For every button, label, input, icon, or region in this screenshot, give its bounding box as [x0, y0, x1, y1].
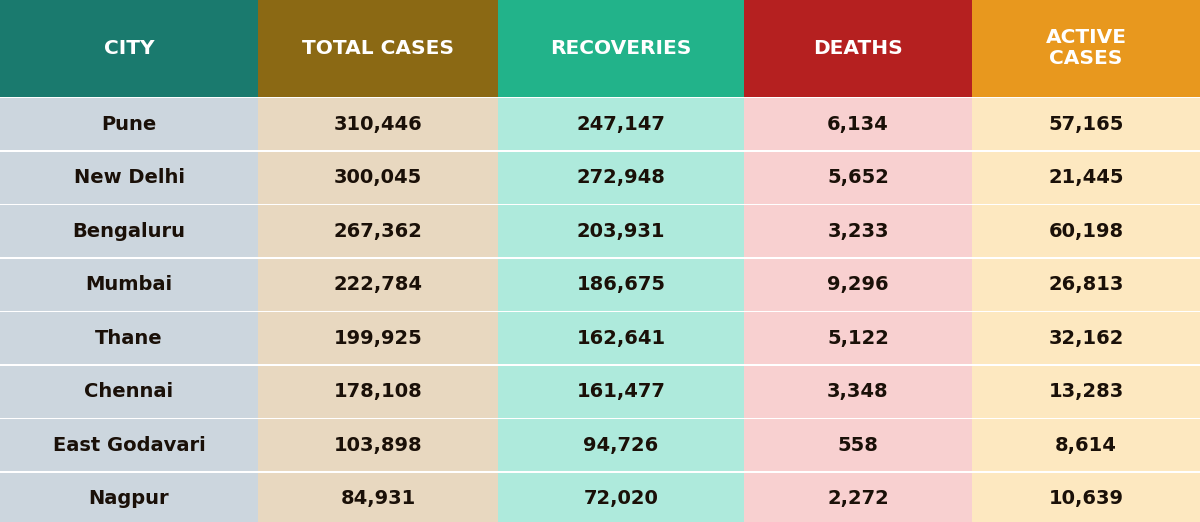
- Bar: [744, 152, 972, 204]
- Text: RECOVERIES: RECOVERIES: [551, 39, 691, 58]
- Bar: [972, 259, 1200, 311]
- Bar: [744, 205, 972, 257]
- Bar: [498, 366, 744, 418]
- Text: 300,045: 300,045: [334, 168, 422, 187]
- Bar: [258, 0, 498, 97]
- Text: 8,614: 8,614: [1055, 436, 1117, 455]
- Bar: [498, 0, 744, 97]
- Bar: [972, 152, 1200, 204]
- Text: 5,652: 5,652: [827, 168, 889, 187]
- Text: 199,925: 199,925: [334, 329, 422, 348]
- Bar: [258, 259, 498, 311]
- Bar: [744, 0, 972, 97]
- Bar: [498, 312, 744, 364]
- Text: TOTAL CASES: TOTAL CASES: [302, 39, 454, 58]
- Bar: [744, 419, 972, 471]
- Text: New Delhi: New Delhi: [73, 168, 185, 187]
- Bar: [258, 473, 498, 522]
- Text: Mumbai: Mumbai: [85, 275, 173, 294]
- Bar: [0, 473, 258, 522]
- Text: 186,675: 186,675: [576, 275, 666, 294]
- Text: 6,134: 6,134: [827, 115, 889, 134]
- Text: 203,931: 203,931: [577, 222, 665, 241]
- Bar: [744, 366, 972, 418]
- Bar: [258, 366, 498, 418]
- Bar: [498, 259, 744, 311]
- Bar: [258, 312, 498, 364]
- Text: ACTIVE
CASES: ACTIVE CASES: [1045, 28, 1127, 68]
- Text: East Godavari: East Godavari: [53, 436, 205, 455]
- Bar: [258, 205, 498, 257]
- Text: 310,446: 310,446: [334, 115, 422, 134]
- Bar: [972, 205, 1200, 257]
- Text: 5,122: 5,122: [827, 329, 889, 348]
- Text: 3,348: 3,348: [827, 382, 889, 401]
- Bar: [498, 205, 744, 257]
- Text: 60,198: 60,198: [1049, 222, 1123, 241]
- Bar: [972, 419, 1200, 471]
- Text: CITY: CITY: [103, 39, 155, 58]
- Bar: [258, 98, 498, 150]
- Text: Thane: Thane: [95, 329, 163, 348]
- Text: Chennai: Chennai: [84, 382, 174, 401]
- Text: 9,296: 9,296: [827, 275, 889, 294]
- Bar: [0, 0, 258, 97]
- Bar: [744, 312, 972, 364]
- Bar: [0, 205, 258, 257]
- Text: Bengaluru: Bengaluru: [72, 222, 186, 241]
- Bar: [498, 419, 744, 471]
- Text: 161,477: 161,477: [576, 382, 666, 401]
- Bar: [498, 152, 744, 204]
- Text: 558: 558: [838, 436, 878, 455]
- Text: 32,162: 32,162: [1049, 329, 1123, 348]
- Text: 13,283: 13,283: [1049, 382, 1123, 401]
- Bar: [744, 98, 972, 150]
- Bar: [498, 98, 744, 150]
- Bar: [0, 366, 258, 418]
- Bar: [258, 419, 498, 471]
- Text: 272,948: 272,948: [576, 168, 666, 187]
- Bar: [0, 152, 258, 204]
- Bar: [0, 98, 258, 150]
- Text: 247,147: 247,147: [576, 115, 666, 134]
- Bar: [972, 366, 1200, 418]
- Text: 103,898: 103,898: [334, 436, 422, 455]
- Text: 267,362: 267,362: [334, 222, 422, 241]
- Text: 26,813: 26,813: [1049, 275, 1123, 294]
- Text: Nagpur: Nagpur: [89, 489, 169, 508]
- Bar: [744, 473, 972, 522]
- Bar: [0, 259, 258, 311]
- Text: 3,233: 3,233: [827, 222, 889, 241]
- Text: 57,165: 57,165: [1049, 115, 1123, 134]
- Text: Pune: Pune: [101, 115, 157, 134]
- Text: DEATHS: DEATHS: [814, 39, 902, 58]
- Text: 21,445: 21,445: [1049, 168, 1123, 187]
- Bar: [0, 419, 258, 471]
- Bar: [744, 259, 972, 311]
- Text: 10,639: 10,639: [1049, 489, 1123, 508]
- Bar: [0, 312, 258, 364]
- Text: 178,108: 178,108: [334, 382, 422, 401]
- Bar: [258, 152, 498, 204]
- Bar: [972, 0, 1200, 97]
- Text: 84,931: 84,931: [341, 489, 415, 508]
- Text: 2,272: 2,272: [827, 489, 889, 508]
- Bar: [972, 312, 1200, 364]
- Bar: [498, 473, 744, 522]
- Text: 72,020: 72,020: [583, 489, 659, 508]
- Bar: [972, 473, 1200, 522]
- Text: 222,784: 222,784: [334, 275, 422, 294]
- Text: 94,726: 94,726: [583, 436, 659, 455]
- Bar: [972, 98, 1200, 150]
- Text: 162,641: 162,641: [576, 329, 666, 348]
